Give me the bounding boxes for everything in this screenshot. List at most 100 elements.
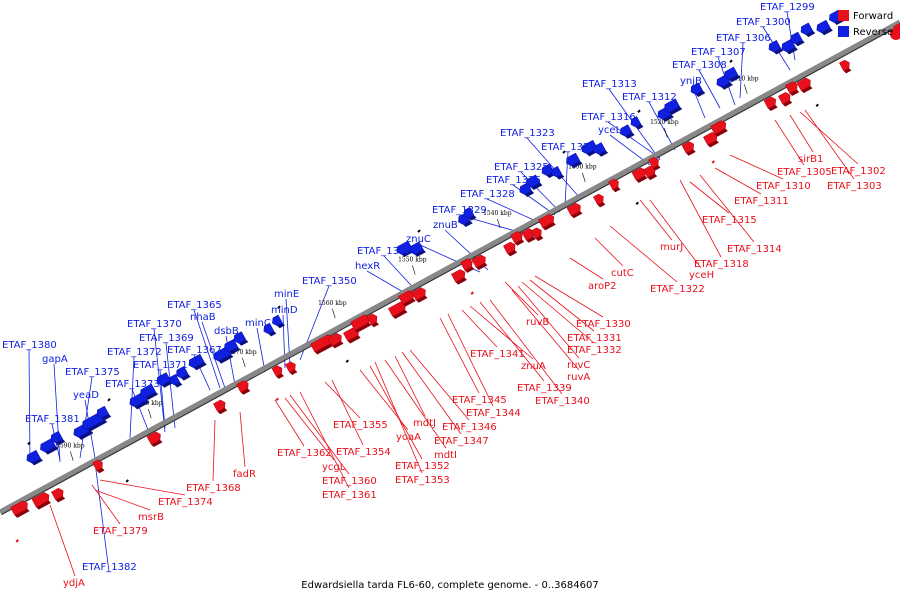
- forward-gene: [510, 231, 525, 246]
- gene-body: [50, 430, 64, 444]
- gene-body: [460, 258, 473, 271]
- gene-body: [411, 287, 426, 301]
- forward-gene: [796, 77, 813, 94]
- forward-leader-line: [239, 411, 246, 468]
- forward-leader-line: [469, 305, 534, 360]
- forward-gene: [51, 487, 66, 503]
- gene-body: [796, 77, 811, 91]
- scale-tick: [242, 357, 246, 368]
- forward-gene: [648, 156, 661, 171]
- gene-body: [566, 152, 581, 167]
- gene-shadow: [612, 186, 621, 193]
- gene-body: [31, 492, 50, 508]
- gene-body: [816, 19, 831, 34]
- reverse-gene: [188, 353, 207, 371]
- forward-gene: [213, 399, 228, 415]
- gene-shadow: [78, 430, 94, 440]
- forward-gene: [10, 500, 30, 518]
- reverse-gene: [176, 365, 191, 381]
- gene-shadow: [174, 382, 183, 388]
- reverse-gene: [263, 322, 277, 337]
- gene-shadow: [542, 222, 556, 231]
- gene-body: [233, 331, 247, 344]
- minor-feature: [729, 59, 733, 63]
- gene-body: [396, 240, 413, 255]
- reverse-gene-label: dsbB: [214, 326, 239, 337]
- forward-leader-line: [804, 109, 855, 180]
- gene-shadow: [669, 106, 683, 115]
- gene-body: [778, 92, 791, 105]
- minor-feature: [277, 305, 281, 309]
- gene-body: [463, 206, 475, 219]
- reverse-gene-label: znuB: [433, 220, 458, 231]
- forward-leader-line: [289, 394, 350, 475]
- reverse-leader-line: [79, 376, 93, 459]
- gene-body: [541, 163, 555, 176]
- gene-body: [471, 254, 486, 268]
- forward-gene-label: ETAF_1310: [756, 181, 811, 192]
- gene-body: [785, 81, 798, 94]
- reverse-gene-label: ETAF_1342: [357, 246, 412, 257]
- forward-gene-label: ETAF_1379: [93, 526, 148, 537]
- forward-leader-line: [517, 285, 580, 359]
- gene-shadow: [314, 342, 335, 355]
- forward-gene: [566, 202, 583, 219]
- forward-gene: [593, 193, 606, 208]
- forward-gene: [310, 334, 335, 355]
- forward-leader-line: [489, 299, 563, 395]
- forward-leader-line: [212, 419, 216, 482]
- gene-shadow: [277, 322, 285, 329]
- gene-shadow: [96, 467, 105, 474]
- genome-backbone: [0, 19, 900, 516]
- reverse-gene-label: minD: [271, 305, 298, 316]
- forward-gene-label: ETAF_1314: [727, 244, 782, 255]
- forward-gene-label: ETAF_1347: [434, 436, 489, 447]
- gene-shadow: [134, 400, 150, 410]
- gene-shadow: [531, 182, 543, 191]
- forward-gene-label: ETAF_1355: [333, 420, 388, 431]
- forward-gene-label: ETAF_1303: [827, 181, 882, 192]
- legend-reverse-label: Reverse: [853, 27, 893, 38]
- genome-caption: Edwardsiella tarda FL6-60, complete geno…: [301, 580, 598, 591]
- forward-gene: [451, 269, 467, 285]
- forward-gene-label: ruvC: [567, 360, 590, 371]
- gene-shadow: [843, 68, 852, 74]
- forward-leader-line: [331, 379, 364, 446]
- forward-gene: [785, 81, 800, 96]
- reverse-gene-label: ETAF_1365: [167, 300, 222, 311]
- gene-shadow: [789, 89, 800, 96]
- reverse-gene-label: gapA: [42, 354, 68, 365]
- forward-gene: [411, 287, 428, 303]
- reverse-leader-line: [739, 42, 744, 99]
- gene-body: [96, 405, 110, 419]
- gene-shadow: [571, 211, 583, 219]
- reverse-leader-line: [526, 137, 581, 199]
- gene-shadow: [805, 30, 816, 38]
- reverse-gene: [630, 116, 644, 130]
- gene-body: [630, 116, 642, 128]
- gene-shadow: [45, 446, 59, 455]
- forward-leader-line: [689, 181, 730, 214]
- gene-shadow: [55, 496, 66, 503]
- gene-shadow: [354, 322, 372, 333]
- scale-tick: [744, 84, 748, 94]
- minor-feature: [635, 201, 639, 206]
- gene-body: [538, 213, 555, 229]
- forward-gene-label: znuA: [521, 361, 546, 372]
- reverse-gene-label: ETAF_1375: [65, 367, 120, 378]
- gene-shadow: [524, 190, 535, 197]
- forward-leader-line: [594, 237, 624, 267]
- gene-shadow: [371, 321, 379, 328]
- forward-gene-label: ETAF_1305: [777, 167, 832, 178]
- forward-gene-label: ydjA: [63, 578, 85, 589]
- forward-leader-line: [729, 154, 784, 180]
- forward-gene-label: ETAF_1315: [702, 215, 757, 226]
- forward-gene-label: ETAF_1344: [466, 408, 521, 419]
- forward-gene: [703, 131, 719, 148]
- gene-shadow: [625, 132, 635, 139]
- forward-gene-label: yceH: [689, 270, 714, 281]
- forward-gene: [681, 141, 696, 156]
- forward-leader-line: [284, 397, 335, 461]
- forward-gene-label: aroP2: [588, 281, 617, 292]
- forward-gene: [538, 213, 556, 231]
